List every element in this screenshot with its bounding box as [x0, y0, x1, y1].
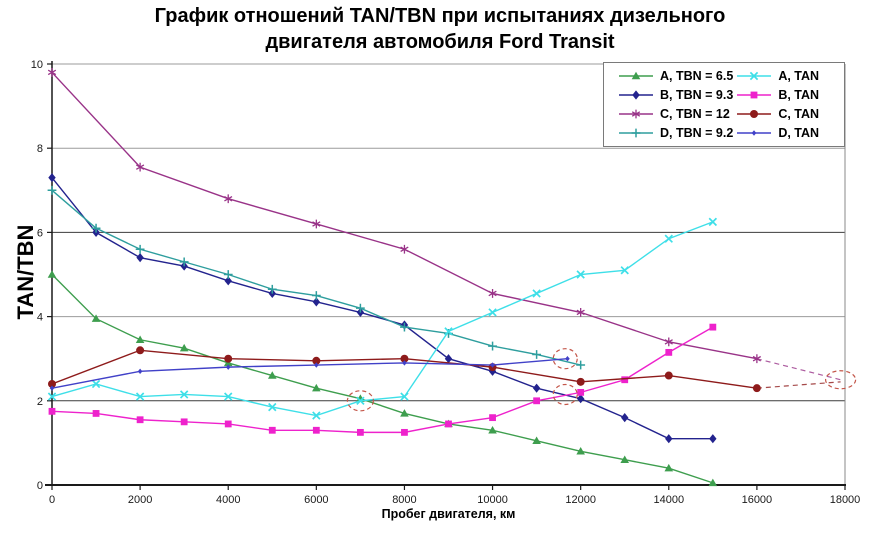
svg-text:6000: 6000 — [304, 494, 328, 506]
legend-label-a-tan: A, TAN — [778, 69, 820, 84]
legend-label-b-tan: B, TAN — [778, 88, 820, 103]
legend-marker-d-tbn-icon — [619, 128, 653, 138]
legend-label-c-tbn: C, TBN = 12 — [660, 106, 730, 121]
legend-marker-b-tbn-icon — [619, 90, 653, 100]
legend-item-d-tbn: D, TBN = 9.2 — [618, 126, 736, 140]
legend-marker-b-tan-icon — [737, 91, 772, 99]
legend-label-d-tbn: D, TBN = 9.2 — [660, 125, 734, 140]
legend-marker-d-tan-icon — [737, 129, 772, 136]
chart-title: График отношений TAN/TBN при испытаниях … — [154, 5, 726, 53]
svg-text:2: 2 — [37, 396, 43, 408]
legend-marker-a-tan-icon — [737, 72, 772, 81]
svg-text:14000: 14000 — [653, 494, 684, 506]
svg-text:10000: 10000 — [477, 494, 508, 506]
legend-item-a-tbn: A, TBN = 6.5 — [618, 69, 736, 83]
legend-label-a-tbn: A, TBN = 6.5 — [660, 69, 734, 84]
legend-label-c-tan: C, TAN — [778, 106, 820, 121]
svg-text:12000: 12000 — [565, 494, 596, 506]
svg-text:8000: 8000 — [392, 494, 416, 506]
legend-item-d-tan: D, TAN — [736, 126, 842, 140]
svg-text:16000: 16000 — [742, 494, 773, 506]
legend-item-c-tan: C, TAN — [736, 107, 842, 121]
legend-label-b-tbn: B, TBN = 9.3 — [660, 88, 734, 103]
legend-item-b-tan: B, TAN — [736, 88, 842, 102]
svg-text:6: 6 — [37, 227, 43, 239]
legend-item-b-tbn: B, TBN = 9.3 — [618, 88, 736, 102]
legend-marker-c-tbn-icon — [619, 109, 653, 119]
chart-legend: A, TBN = 6.5 B, TBN = 9.3 C, TBN = 12 D,… — [603, 62, 845, 147]
svg-text:8: 8 — [37, 143, 43, 155]
legend-marker-a-tbn-icon — [619, 72, 653, 80]
svg-text:18000: 18000 — [830, 494, 861, 506]
svg-text:0: 0 — [49, 494, 55, 506]
legend-label-d-tan: D, TAN — [778, 125, 820, 140]
svg-text:0: 0 — [37, 480, 43, 492]
svg-text:4000: 4000 — [216, 494, 240, 506]
svg-text:2000: 2000 — [128, 494, 152, 506]
x-axis-title: Пробег двигателя, км — [381, 507, 516, 521]
legend-item-c-tbn: C, TBN = 12 — [618, 107, 736, 121]
legend-marker-c-tan-icon — [737, 109, 772, 118]
legend-item-a-tan: A, TAN — [736, 69, 842, 83]
svg-text:4: 4 — [37, 312, 43, 324]
svg-text:10: 10 — [31, 59, 43, 71]
